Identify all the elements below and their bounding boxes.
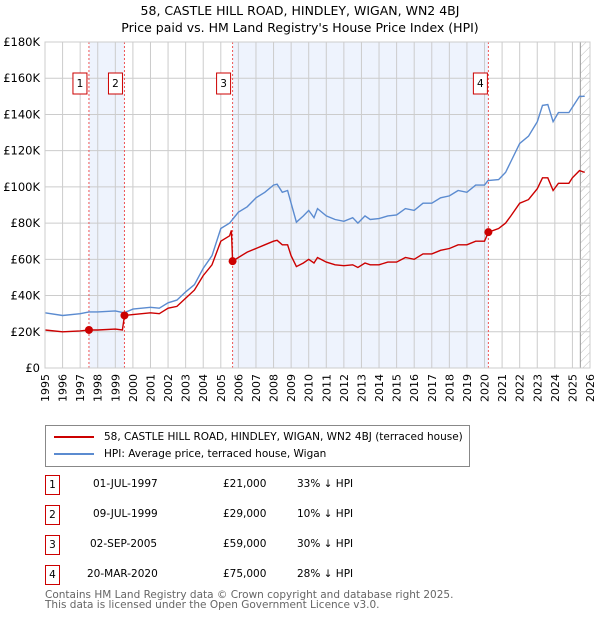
legend-label-property: 58, CASTLE HILL ROAD, HINDLEY, WIGAN, WN… — [104, 431, 463, 443]
sale-hpi-diff: 33% ↓ HPI — [297, 478, 354, 490]
hpi-line — [44, 95, 585, 317]
x-tick-label: 1995 — [39, 374, 52, 402]
sale-marker-label-2: 2 — [112, 78, 119, 90]
x-tick-label: 2020 — [479, 374, 492, 402]
x-tick-label: 2016 — [408, 374, 421, 402]
footer-line-2: This data is licensed under the Open Gov… — [45, 599, 380, 611]
x-tick-label: 2007 — [250, 374, 263, 402]
legend-label-hpi: HPI: Average price, terraced house, Wiga… — [104, 448, 327, 460]
x-tick-label: 2001 — [144, 374, 157, 402]
x-tick-label: 2023 — [531, 374, 544, 402]
sale-price: £59,000 — [223, 538, 267, 550]
sale-price: £29,000 — [223, 508, 267, 520]
x-tick-label: 2000 — [127, 374, 140, 402]
legend: 58, CASTLE HILL ROAD, HINDLEY, WIGAN, WN… — [45, 425, 470, 467]
x-tick-label: 1998 — [92, 374, 105, 402]
x-tick-label: 2021 — [496, 374, 509, 402]
y-tick-label: £40K — [11, 289, 41, 303]
sale-row: 2 09-JUL-1999 £29,000 10% ↓ HPI — [45, 505, 465, 525]
sale-marker-box-1 — [72, 72, 88, 95]
forecast-hatch — [580, 42, 590, 368]
sale-row: 1 01-JUL-1997 £21,000 33% ↓ HPI — [45, 475, 465, 495]
x-tick-label: 2013 — [355, 374, 368, 402]
sale-row: 3 02-SEP-2005 £59,000 30% ↓ HPI — [45, 535, 465, 555]
x-tick-label: 1997 — [74, 374, 87, 402]
property-line — [44, 169, 585, 333]
sale-date: 20-MAR-2020 — [87, 568, 158, 580]
x-tick-label: 2006 — [232, 374, 245, 402]
sale-point-1 — [84, 325, 93, 334]
sale-number: 3 — [45, 535, 60, 555]
x-tick-label: 2022 — [514, 374, 527, 402]
shade-3-4 — [232, 42, 489, 368]
y-tick-label: £180K — [3, 35, 40, 49]
y-tick-label: £100K — [3, 180, 40, 194]
sale-number: 1 — [45, 475, 60, 495]
sale-number: 2 — [45, 505, 60, 525]
plot-border — [44, 41, 591, 369]
x-tick-label: 2017 — [426, 374, 439, 402]
sale-hpi-diff: 10% ↓ HPI — [297, 508, 354, 520]
plot-area: 1995 1996 1997 1998 1999 2000 2001 2002 2003 2004… — [3, 35, 597, 402]
sale-marker-box-2 — [107, 72, 123, 95]
legend-blue-line — [54, 453, 94, 455]
footer: Contains HM Land Registry data © Crown c… — [45, 589, 454, 611]
y-tick-label: £120K — [3, 144, 40, 158]
x-tick-label: 1996 — [57, 374, 70, 402]
x-tick-label: 2003 — [180, 374, 193, 402]
legend-red-line — [54, 436, 94, 438]
sale-price: £21,000 — [223, 478, 267, 490]
y-tick-label: £80K — [11, 216, 41, 230]
y-tick-label: £140K — [3, 107, 40, 121]
sale-date: 01-JUL-1997 — [93, 478, 158, 490]
y-tick-label: £60K — [11, 252, 41, 266]
x-tick-label: 2018 — [443, 374, 456, 402]
shade-1-2 — [88, 42, 125, 368]
y-tick-label: £20K — [11, 325, 41, 339]
y-tick-label: £0 — [25, 361, 40, 375]
sale-date: 09-JUL-1999 — [93, 508, 158, 520]
sale-hpi-diff: 28% ↓ HPI — [297, 568, 354, 580]
sale-row: 4 20-MAR-2020 £75,000 28% ↓ HPI — [45, 565, 465, 585]
chart-subtitle: Price paid vs. HM Land Registry's House … — [121, 20, 479, 35]
x-tick-label: 2010 — [303, 374, 316, 402]
x-tick-label: 2008 — [268, 374, 281, 402]
chart-title: 58, CASTLE HILL ROAD, HINDLEY, WIGAN, WN… — [140, 3, 460, 18]
x-tick-label: 2014 — [373, 374, 386, 402]
x-tick-label: 2004 — [197, 374, 210, 402]
x-tick-label: 2012 — [338, 374, 351, 402]
y-tick-label: £160K — [3, 71, 40, 85]
sale-marker-label-1: 1 — [77, 78, 84, 90]
footer-line-1: Contains HM Land Registry data © Crown c… — [45, 589, 454, 601]
sale-marker-box-3 — [216, 72, 232, 95]
sale-point-2 — [120, 311, 129, 320]
sale-price: £75,000 — [223, 568, 267, 580]
x-tick-label: 2024 — [549, 374, 562, 402]
sale-date: 02-SEP-2005 — [90, 538, 158, 550]
x-tick-label: 2019 — [461, 374, 474, 402]
sale-marker-box-4 — [472, 72, 488, 95]
x-tick-label: 2026 — [584, 374, 597, 402]
x-tick-label: 2002 — [162, 374, 175, 402]
x-tick-label: 2015 — [391, 374, 404, 402]
sale-marker-label-3: 3 — [220, 78, 227, 90]
x-tick-label: 2005 — [215, 374, 228, 402]
sale-number: 4 — [45, 565, 60, 585]
x-tick-label: 1999 — [109, 374, 122, 402]
sale-marker-label-4: 4 — [477, 78, 484, 90]
sale-hpi-diff: 30% ↓ HPI — [297, 538, 354, 550]
sale-point-3 — [228, 257, 237, 266]
x-tick-label: 2025 — [566, 374, 579, 402]
x-tick-label: 2009 — [285, 374, 298, 402]
sale-point-4 — [484, 228, 493, 237]
x-tick-label: 2011 — [320, 374, 333, 402]
